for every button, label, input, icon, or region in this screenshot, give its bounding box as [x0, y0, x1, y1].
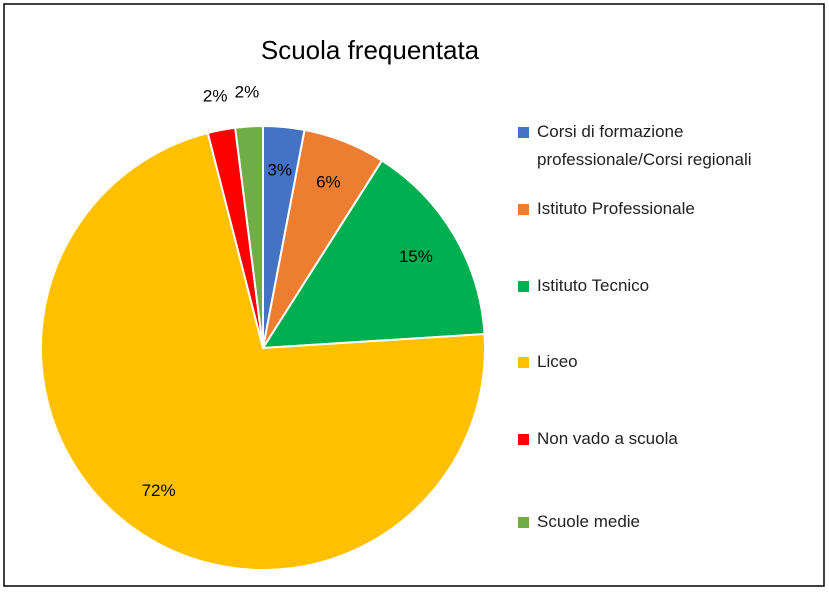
legend-swatch — [518, 127, 529, 138]
pie-slice — [261, 159, 486, 350]
legend-item: Corsi di formazione professionale/Corsi … — [518, 118, 817, 174]
legend-swatch — [518, 434, 529, 445]
legend-label: Istituto Professionale — [537, 199, 695, 218]
legend-item: Istituto Professionale — [518, 195, 817, 223]
legend-item: Scuole medie — [518, 508, 817, 536]
legend-label: Liceo — [537, 352, 578, 371]
data-label: 6% — [316, 172, 341, 191]
legend-item: Liceo — [518, 348, 817, 376]
legend-swatch — [518, 281, 529, 292]
legend-item: Istituto Tecnico — [518, 272, 817, 300]
legend-label: Istituto Tecnico — [537, 276, 650, 295]
pie-slice — [40, 131, 486, 571]
data-label: 15% — [399, 247, 433, 266]
legend-label: Scuole medie — [537, 512, 641, 531]
legend-label: Non vado a scuola — [537, 429, 678, 448]
legend-swatch — [518, 517, 529, 528]
pie-slice — [234, 124, 264, 349]
data-label: 2% — [235, 83, 260, 102]
legend-swatch — [518, 204, 529, 215]
legend-label: Corsi di formazione professionale/Corsi … — [537, 122, 752, 169]
legend-swatch — [518, 357, 529, 368]
chart-title: Scuola frequentata — [261, 35, 480, 65]
data-label: 72% — [142, 481, 176, 500]
data-label: 2% — [203, 87, 228, 106]
legend-item: Non vado a scuola — [518, 425, 817, 453]
data-label: 3% — [267, 161, 292, 180]
